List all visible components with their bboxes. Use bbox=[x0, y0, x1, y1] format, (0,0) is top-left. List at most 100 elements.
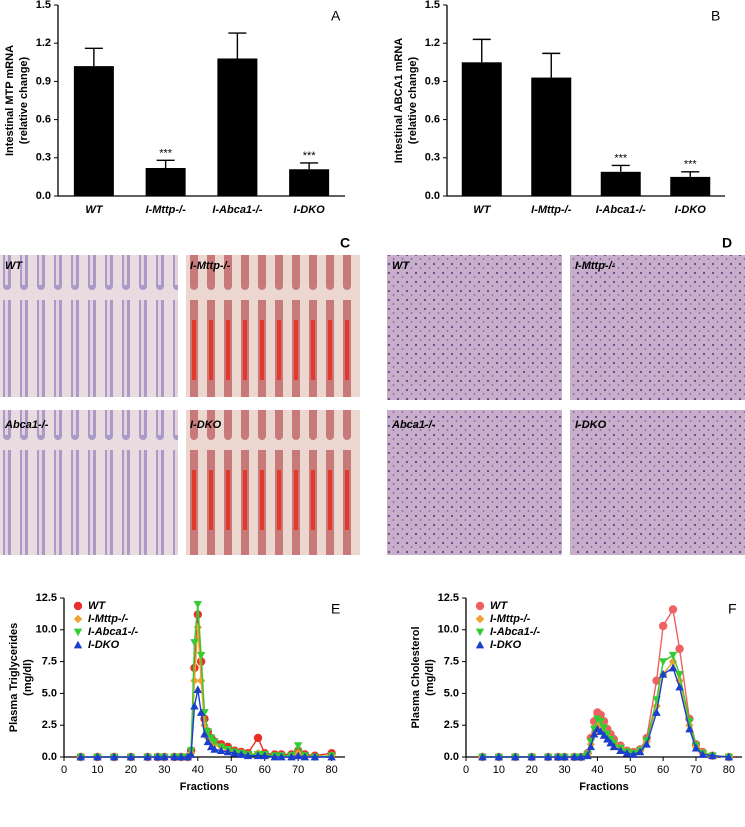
marker bbox=[570, 752, 579, 761]
marker bbox=[616, 746, 625, 754]
x-tick-label: WT bbox=[473, 204, 491, 216]
significance: *** bbox=[303, 150, 317, 162]
x-tick-label: 70 bbox=[292, 764, 304, 776]
micrograph bbox=[0, 410, 178, 555]
tile-label: Abca1-/- bbox=[391, 419, 436, 431]
marker bbox=[203, 728, 213, 736]
x-tick-label: 30 bbox=[558, 764, 570, 776]
x-tick-label: 60 bbox=[259, 764, 271, 776]
marker bbox=[260, 751, 269, 760]
y-tick-label: 0.0 bbox=[444, 751, 459, 763]
bar bbox=[289, 169, 330, 196]
legend-label: WT bbox=[88, 600, 106, 612]
micrograph bbox=[570, 410, 745, 555]
marker bbox=[287, 752, 296, 761]
marker bbox=[203, 737, 213, 746]
y-tick-label: 7.5 bbox=[444, 656, 459, 668]
x-tick-label: 30 bbox=[158, 764, 170, 776]
marker bbox=[668, 663, 678, 672]
x-tick-label: 0 bbox=[61, 764, 67, 776]
micrograph bbox=[186, 410, 360, 555]
marker bbox=[658, 621, 668, 631]
significance: *** bbox=[614, 152, 628, 164]
series-line bbox=[482, 660, 729, 758]
y-tick-label: 10.0 bbox=[438, 624, 459, 636]
marker bbox=[576, 752, 586, 761]
legend-label: I-Abca1-/- bbox=[88, 626, 138, 638]
tile-label: I-DKO bbox=[190, 419, 222, 431]
marker bbox=[724, 752, 734, 761]
marker bbox=[629, 750, 638, 758]
y-tick-label: 12.5 bbox=[438, 592, 459, 604]
micrograph bbox=[387, 255, 562, 400]
x-tick-label: 40 bbox=[591, 764, 603, 776]
marker bbox=[475, 628, 485, 637]
marker bbox=[589, 729, 599, 738]
y-tick-label: 0.0 bbox=[36, 190, 51, 202]
marker bbox=[237, 750, 246, 758]
marker bbox=[675, 670, 684, 679]
legend-label: I-Mttp-/- bbox=[490, 613, 531, 625]
marker bbox=[176, 752, 186, 761]
marker bbox=[93, 752, 102, 761]
panel-c: C WT I-Mttp-/- Abca1-/- I-DKO bbox=[0, 235, 360, 555]
x-tick-label: 10 bbox=[91, 764, 103, 776]
marker bbox=[553, 752, 563, 761]
bar bbox=[217, 58, 258, 197]
y-tick-label: 10.0 bbox=[36, 624, 57, 636]
y-tick-label: 5.0 bbox=[42, 687, 57, 699]
error-bar bbox=[611, 164, 630, 172]
y-axis-label: (mg/dl) bbox=[424, 659, 436, 696]
marker bbox=[675, 644, 684, 654]
marker bbox=[210, 738, 219, 746]
marker bbox=[511, 752, 520, 761]
marker bbox=[223, 747, 233, 756]
x-tick-label: I-Abca1-/- bbox=[212, 204, 262, 216]
y-tick-label: 1.5 bbox=[36, 0, 51, 11]
marker bbox=[190, 701, 199, 710]
marker bbox=[293, 751, 303, 760]
y-tick-label: 1.2 bbox=[36, 37, 51, 49]
marker bbox=[170, 752, 179, 761]
error-bar bbox=[300, 162, 319, 170]
panel-letter: B bbox=[711, 8, 720, 24]
micrograph bbox=[186, 255, 360, 397]
marker bbox=[253, 751, 263, 760]
x-axis-label: Fractions bbox=[579, 781, 629, 793]
marker bbox=[73, 614, 83, 624]
marker bbox=[186, 750, 196, 758]
y-axis-label: Intestinal MTP mRNA bbox=[4, 45, 16, 156]
error-bar bbox=[228, 32, 247, 59]
x-tick-label: I-DKO bbox=[675, 204, 707, 216]
marker bbox=[668, 651, 678, 660]
y-tick-label: 2.5 bbox=[42, 719, 57, 731]
legend-label: I-Mttp-/- bbox=[88, 613, 129, 625]
marker bbox=[668, 605, 678, 614]
marker bbox=[475, 640, 485, 649]
y-axis-label: (mg/dl) bbox=[22, 659, 34, 696]
marker bbox=[652, 676, 661, 685]
x-axis-label: Fractions bbox=[180, 781, 230, 793]
y-axis-label: Intestinal ABCA1 mRNA bbox=[393, 38, 405, 164]
marker bbox=[658, 670, 668, 678]
marker bbox=[143, 752, 152, 761]
error-bar bbox=[156, 159, 175, 168]
marker bbox=[698, 750, 707, 758]
micrograph bbox=[387, 410, 562, 555]
marker bbox=[196, 708, 206, 716]
marker bbox=[73, 601, 83, 611]
panel-letter: E bbox=[331, 601, 340, 617]
bar bbox=[670, 176, 711, 196]
y-tick-label: 0.3 bbox=[36, 152, 51, 164]
marker bbox=[586, 742, 596, 751]
x-tick-label: 70 bbox=[690, 764, 702, 776]
marker bbox=[190, 663, 199, 673]
y-axis-label: Plasma Triglycerides bbox=[8, 623, 20, 732]
marker bbox=[478, 752, 487, 761]
marker bbox=[73, 628, 83, 637]
marker bbox=[599, 731, 609, 739]
legend-label: I-DKO bbox=[490, 639, 522, 651]
marker bbox=[603, 734, 612, 743]
marker bbox=[76, 752, 85, 761]
x-tick-label: 20 bbox=[526, 764, 538, 776]
